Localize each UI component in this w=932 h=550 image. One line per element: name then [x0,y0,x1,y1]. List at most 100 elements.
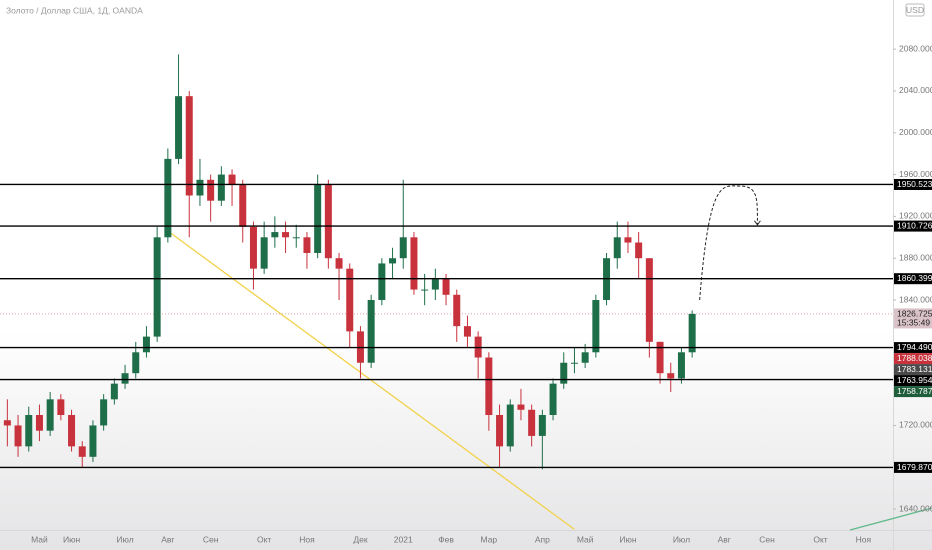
x-tick-label: Фев [438,534,454,544]
candle-body [496,415,504,447]
y-tick-label: 1720.000 [899,420,932,430]
price-label-box [894,386,932,398]
candle-body [677,352,685,379]
candle-body [421,289,429,291]
candle-body [175,96,183,159]
candle-body [517,404,525,410]
candle-body [292,237,300,239]
candle-body [581,352,589,363]
x-tick-label: 2021 [394,534,413,544]
candle-body [635,242,643,259]
candle-body [3,420,11,426]
candle-body [431,279,439,290]
candle-body [110,383,118,400]
candle-body [78,446,86,457]
candle-body [25,415,33,447]
candle-body [624,237,632,243]
currency-box[interactable] [905,3,925,17]
price-label: 1950.523 [897,179,932,189]
price-label: 1910.726 [897,221,932,231]
y-tick-label: 1920.000 [899,211,932,221]
x-tick-label: Дек [353,534,367,544]
price-label-box [894,308,932,329]
candle-body [239,185,247,227]
price-label: 1860.399 [897,273,932,283]
candle-body [164,158,172,238]
candle-body [570,362,578,364]
candle-body [528,409,536,436]
price-label-box [894,461,932,473]
y-tick-label: 1840.000 [899,294,932,304]
x-tick-label: Июл [673,534,690,544]
candle-body [14,425,22,447]
candle-body [132,352,140,374]
y-tick-label: 1880.000 [899,252,932,262]
candle-body [613,237,621,259]
candle-body [100,399,108,426]
price-label: 1679.870 [897,462,932,472]
candle-body [549,383,557,416]
candle-body [207,179,215,201]
candle-body [153,237,161,337]
candle-body [389,258,397,264]
candle-body [688,313,696,353]
x-tick-label: Окт [813,534,827,544]
x-tick-label: Мар [481,534,498,544]
candle-body [185,96,193,196]
x-tick-label: Июл [116,534,133,544]
candle-body [260,237,268,269]
candle-body [410,237,418,290]
candle-body [282,232,290,238]
projection [699,185,758,301]
drawing-line [849,507,932,531]
candle-body [592,300,600,353]
y-tick-label: 2000.000 [899,127,932,137]
candle-body [271,232,279,238]
x-tick-label: Окт [257,534,271,544]
x-tick-label: Ноя [856,534,872,544]
candle-body [228,174,236,186]
candle-body [249,226,257,269]
y-tick-label: 2040.000 [899,85,932,95]
candle-body [335,258,343,269]
x-tick-label: Ноя [299,534,315,544]
projection-arrow [754,220,761,226]
candle-body [367,300,375,363]
candle-body [121,373,129,384]
price-label: 1783.131 [897,364,932,374]
candle-body [303,237,311,253]
x-tick-label: Июн [63,534,80,544]
x-tick-label: Май [577,534,594,544]
candle-body [196,179,204,196]
price-label: 1758.787 [897,386,932,396]
candle-body [346,268,354,332]
candle-body [463,326,471,337]
candle-body [560,362,568,384]
price-label-box [894,273,932,285]
price-label: 1788.038 [897,353,932,363]
price-label-box [894,375,932,387]
price-label: 1794.490 [897,342,932,352]
candle-body [68,415,76,447]
x-tick-label: Июн [619,534,636,544]
candle-body [142,336,150,353]
candle-body [217,174,225,201]
candle-body [89,425,97,457]
candle-body [399,237,407,259]
candle-body [453,294,461,327]
candle-body [324,185,332,259]
x-tick-label: Сен [759,534,775,544]
currency[interactable]: USD [906,5,924,15]
candle-body [35,415,43,431]
x-tick-label: Авг [161,534,174,544]
price-label: 1763.954 [897,375,932,385]
candle-body [485,357,493,416]
candle-body [506,404,514,447]
chart-title: Золото / Доллар США, 1Д, OANDA [6,5,143,15]
candle-body [656,341,664,374]
price-label-box [894,353,932,365]
price-label-box [894,364,932,376]
price-label-box [894,178,932,190]
price-label: 1826.725 [897,308,932,318]
candle-body [538,415,546,436]
